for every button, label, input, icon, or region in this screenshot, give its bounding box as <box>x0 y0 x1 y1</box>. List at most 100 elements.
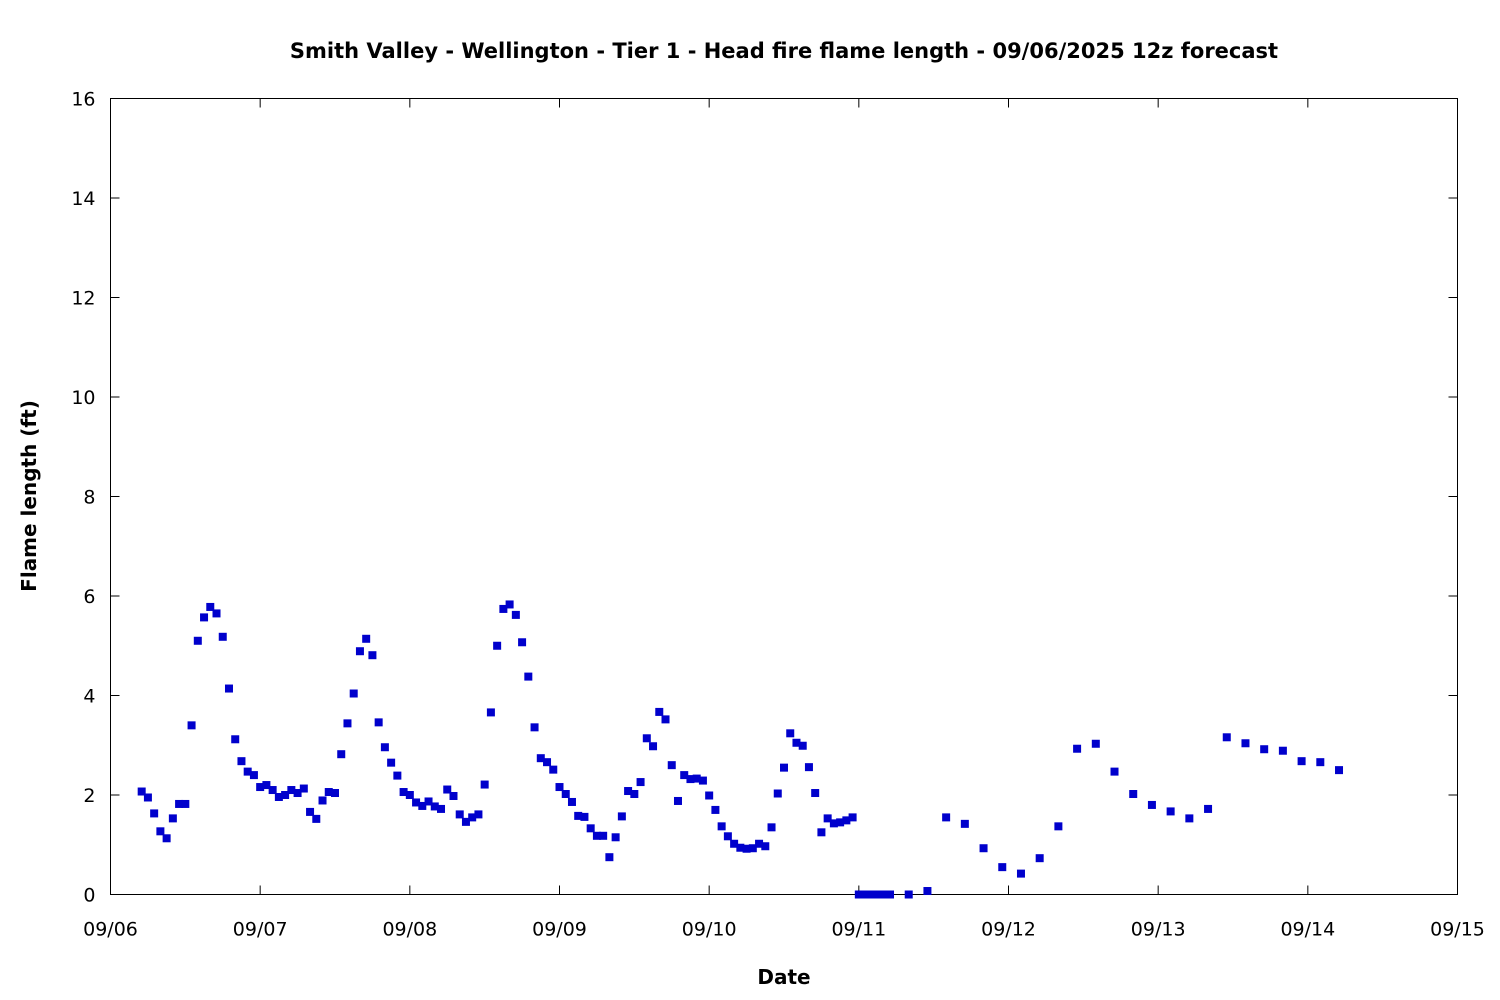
data-point <box>468 813 477 822</box>
data-point <box>480 780 489 789</box>
x-tick-label: 09/07 <box>233 919 288 941</box>
data-point <box>1016 869 1025 878</box>
data-point <box>823 814 832 823</box>
data-point <box>249 771 258 780</box>
data-point <box>599 831 608 840</box>
data-point <box>543 758 552 767</box>
x-tick-label: 09/14 <box>1280 919 1335 941</box>
data-point <box>281 791 290 799</box>
x-tick-label: 09/15 <box>1430 919 1485 941</box>
data-point <box>412 798 421 807</box>
data-point <box>960 819 969 828</box>
data-point <box>711 805 720 814</box>
data-point <box>561 790 570 799</box>
data-point <box>393 771 402 780</box>
data-point <box>318 796 327 805</box>
data-point <box>1110 767 1119 776</box>
data-point <box>755 839 764 848</box>
data-point <box>499 604 508 613</box>
data-point <box>661 715 670 724</box>
data-point <box>1129 790 1138 799</box>
x-axis-label: Date <box>757 965 810 989</box>
x-tick-label: 09/12 <box>981 919 1036 941</box>
data-point <box>761 842 770 851</box>
data-point <box>1166 807 1175 816</box>
data-point <box>811 789 820 798</box>
data-point <box>486 708 495 717</box>
x-tick-label: 09/08 <box>382 919 437 941</box>
data-point <box>1278 746 1287 755</box>
data-point <box>511 610 520 619</box>
data-point <box>1054 822 1063 831</box>
data-point <box>611 833 620 842</box>
y-tick-label: 10 <box>71 387 95 409</box>
data-point <box>780 763 788 772</box>
data-point <box>1260 745 1269 754</box>
data-point <box>437 804 446 813</box>
data-point <box>836 818 845 827</box>
data-point <box>193 636 202 645</box>
chart-title: Smith Valley - Wellington - Tier 1 - Hea… <box>290 39 1278 63</box>
data-point <box>605 853 614 862</box>
data-point <box>854 890 863 899</box>
data-point <box>405 791 414 799</box>
data-point <box>418 801 427 810</box>
data-series <box>137 600 1344 899</box>
data-point <box>979 844 988 853</box>
data-point <box>705 791 714 800</box>
data-point <box>829 819 838 828</box>
data-point <box>717 822 726 831</box>
data-point <box>886 890 895 899</box>
data-point <box>355 647 364 656</box>
data-point <box>555 783 564 792</box>
x-tick-label: 09/10 <box>682 919 737 941</box>
data-point <box>574 811 583 820</box>
data-point <box>630 790 639 799</box>
data-point <box>536 754 545 763</box>
data-point <box>580 812 589 821</box>
data-point <box>324 788 333 797</box>
data-point <box>287 786 296 795</box>
data-point <box>299 784 308 793</box>
data-point <box>1073 744 1082 753</box>
y-tick-label: 14 <box>71 188 95 210</box>
data-point <box>1297 757 1306 766</box>
y-tick-label: 4 <box>83 686 95 708</box>
data-point <box>873 890 882 899</box>
data-point <box>461 817 470 826</box>
data-point <box>636 778 645 787</box>
data-point <box>592 831 601 840</box>
data-point <box>424 797 433 806</box>
data-point <box>879 890 888 899</box>
data-point <box>162 834 171 843</box>
data-point <box>998 863 1007 872</box>
data-point <box>673 796 682 805</box>
data-point <box>455 810 464 819</box>
data-point <box>362 634 371 643</box>
data-point <box>567 797 576 806</box>
data-point <box>212 609 221 618</box>
data-point <box>786 729 795 738</box>
data-point <box>617 812 626 821</box>
data-point <box>742 844 751 853</box>
data-point <box>218 632 227 641</box>
data-point <box>842 816 851 825</box>
data-point <box>773 789 782 798</box>
data-point <box>1316 758 1325 767</box>
data-point <box>243 767 252 776</box>
data-point <box>767 823 776 832</box>
data-point <box>206 602 215 611</box>
data-point <box>1185 814 1194 823</box>
data-point <box>374 718 383 727</box>
data-point <box>274 792 283 801</box>
data-point <box>798 741 807 750</box>
data-point <box>1204 804 1213 813</box>
data-point <box>306 807 315 816</box>
data-point <box>399 788 408 797</box>
data-point <box>200 613 209 622</box>
x-tick-label: 09/11 <box>831 919 886 941</box>
data-point <box>861 890 870 899</box>
y-tick-label: 2 <box>83 785 95 807</box>
x-tick-label: 09/06 <box>83 919 138 941</box>
data-point <box>156 827 165 836</box>
